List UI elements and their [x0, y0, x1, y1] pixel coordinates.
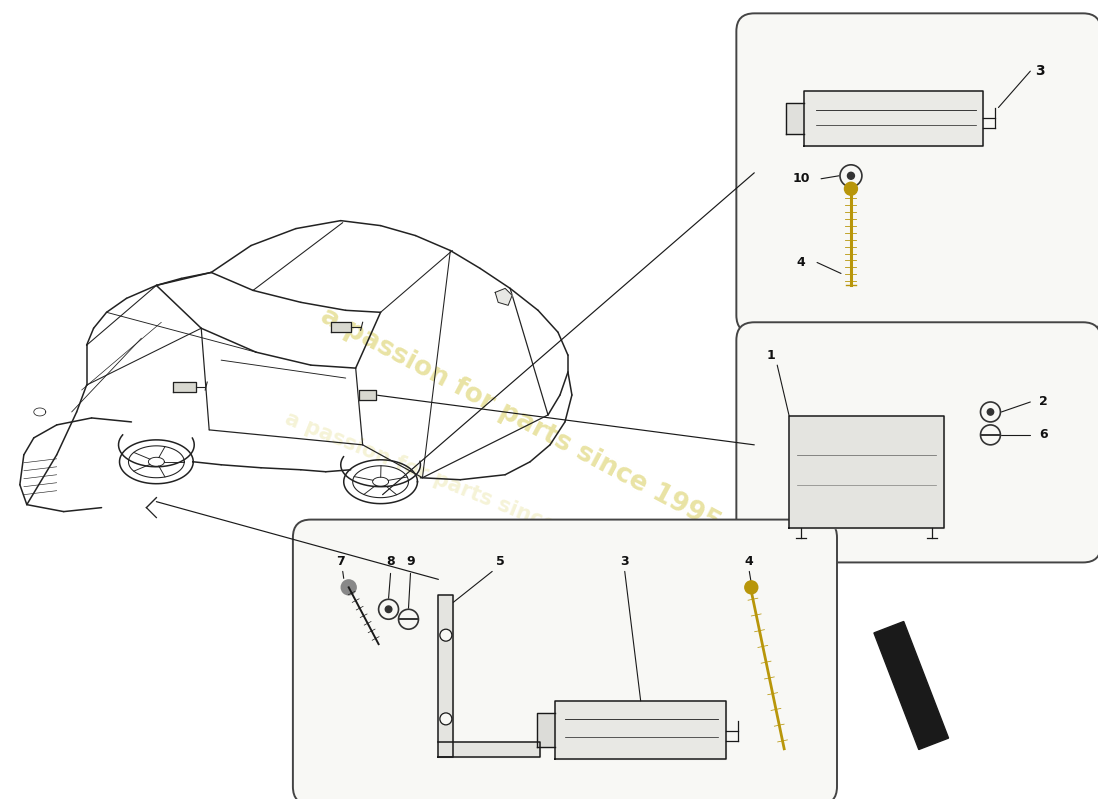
Polygon shape [786, 103, 804, 134]
Polygon shape [789, 416, 944, 527]
Text: EUROSPARES: EUROSPARES [784, 89, 1053, 123]
Text: 9: 9 [406, 555, 415, 568]
Circle shape [440, 630, 452, 641]
Text: 10: 10 [792, 172, 810, 186]
Polygon shape [873, 622, 948, 750]
Polygon shape [804, 91, 983, 146]
Text: a passion for parts since 1995: a passion for parts since 1995 [282, 409, 619, 561]
Text: 4: 4 [796, 256, 805, 269]
Polygon shape [439, 595, 453, 757]
Text: 1: 1 [767, 349, 775, 362]
Text: 2: 2 [1038, 395, 1047, 409]
Text: a passion for parts since 1995: a passion for parts since 1995 [316, 303, 725, 537]
Polygon shape [174, 382, 196, 392]
Circle shape [745, 581, 758, 594]
FancyBboxPatch shape [293, 519, 837, 800]
Text: 8: 8 [386, 555, 395, 568]
Circle shape [385, 606, 392, 613]
FancyBboxPatch shape [736, 322, 1100, 562]
Circle shape [440, 713, 452, 725]
Circle shape [988, 409, 993, 415]
Polygon shape [537, 713, 556, 746]
Text: 5: 5 [496, 555, 505, 568]
Text: 6: 6 [1040, 428, 1047, 442]
Text: 3: 3 [620, 555, 629, 568]
Polygon shape [556, 701, 726, 758]
Polygon shape [331, 322, 351, 332]
Polygon shape [359, 390, 375, 400]
Text: 4: 4 [745, 555, 754, 568]
Text: 3: 3 [1035, 64, 1045, 78]
Polygon shape [495, 288, 513, 306]
Text: 7: 7 [337, 555, 345, 568]
Circle shape [341, 580, 356, 595]
Circle shape [845, 182, 857, 195]
FancyBboxPatch shape [736, 14, 1100, 334]
Polygon shape [439, 742, 540, 757]
Circle shape [847, 172, 855, 179]
